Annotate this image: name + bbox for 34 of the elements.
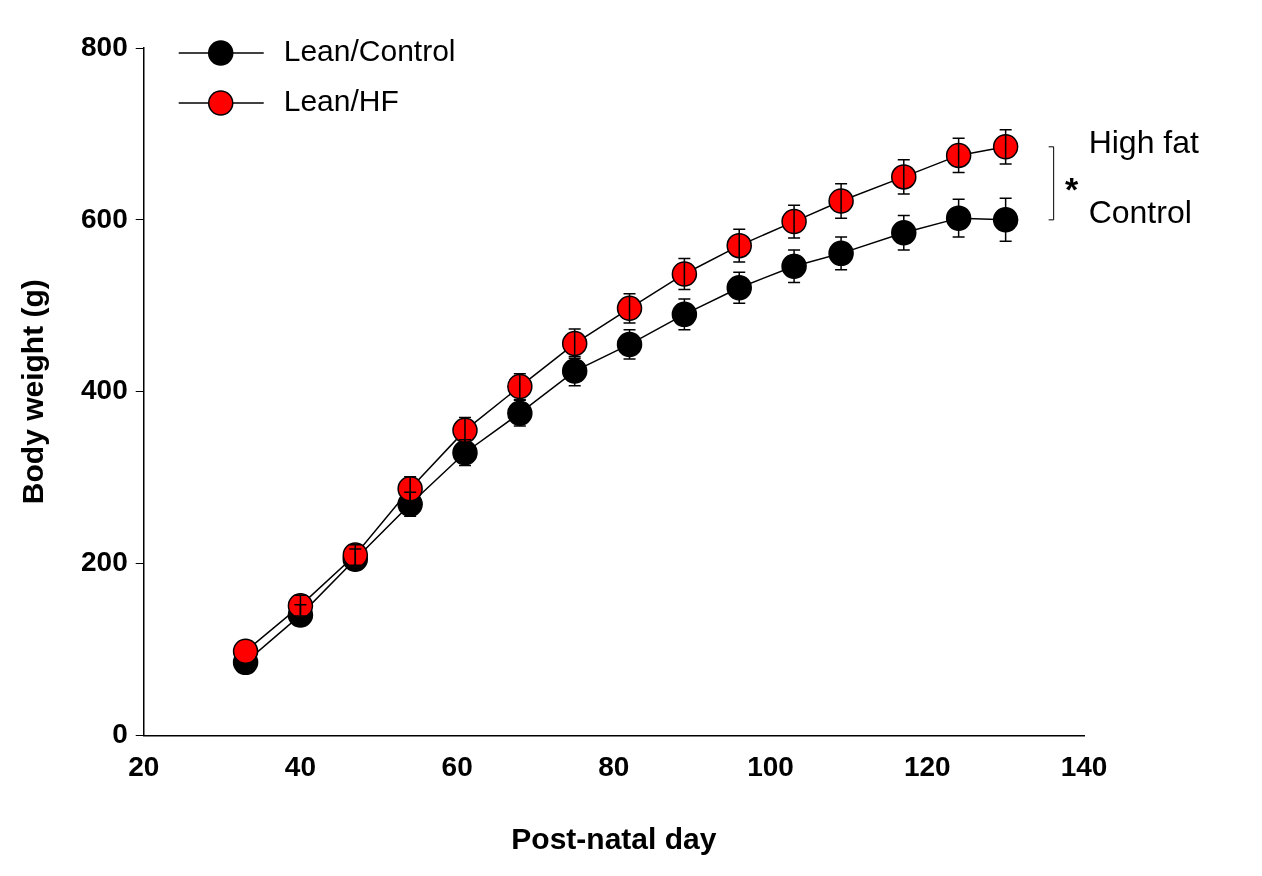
x-tick-label: 40 (284, 750, 317, 782)
point (671, 261, 698, 287)
point (561, 330, 588, 357)
x-tick-label: 80 (598, 750, 630, 782)
point (992, 207, 1019, 233)
x-tick-label: 120 (903, 750, 951, 782)
x-tick-label: 20 (128, 750, 160, 782)
x-tick-label: 100 (747, 750, 794, 782)
x-tick-label: 140 (1060, 750, 1108, 782)
annotation: * (1065, 169, 1080, 208)
y-tick-label: 600 (81, 202, 128, 234)
legend-label: Lean/Control (283, 34, 456, 68)
annotation: High fat (1088, 123, 1200, 160)
point (891, 219, 917, 246)
annotation: Control (1088, 193, 1192, 230)
point (232, 638, 259, 664)
point (671, 301, 698, 328)
point (616, 295, 643, 322)
point (726, 274, 752, 301)
y-tick-label: 200 (81, 546, 128, 578)
y-axis-title: Body weight (g) (16, 279, 50, 505)
y-tick-label: 400 (81, 374, 128, 406)
point (781, 253, 807, 279)
y-tick-label: 800 (81, 30, 128, 62)
point (616, 331, 643, 358)
point (561, 358, 588, 384)
x-axis-title: Post-natal day (511, 822, 717, 856)
point (945, 142, 972, 169)
point (828, 240, 854, 267)
point (945, 205, 972, 231)
point (992, 134, 1019, 160)
y-tick-label: 0 (112, 718, 128, 750)
x-tick-label: 60 (441, 750, 473, 782)
legend-label: Lean/HF (283, 84, 399, 118)
